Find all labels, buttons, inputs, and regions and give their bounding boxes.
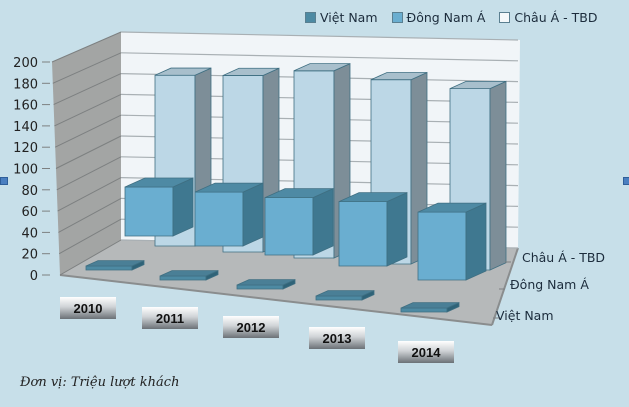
y-tick: 0 [30, 269, 38, 284]
legend-label: Đông Nam Á [406, 10, 486, 25]
x-label-2014: 2014 [398, 341, 454, 363]
resize-handle-right[interactable] [623, 177, 629, 185]
x-label-2012: 2012 [223, 316, 279, 338]
bar-viet-nam-2010 [85, 259, 145, 271]
legend-item-dong-nam-a: Đông Nam Á [391, 10, 486, 25]
bar-dong-nam-a-2012 [264, 187, 334, 256]
legend-swatch [305, 12, 316, 23]
legend-label: Châu Á - TBD [514, 10, 598, 25]
bar-viet-nam-2011 [159, 269, 219, 281]
y-tick: 120 [13, 141, 38, 156]
y-tick: 180 [13, 77, 38, 92]
x-label-2011: 2011 [142, 307, 198, 329]
bar-dong-nam-a-2014 [417, 202, 487, 281]
depth-label: Việt Nam [496, 308, 554, 323]
y-tick: 60 [21, 205, 38, 220]
bar-viet-nam-2013 [315, 289, 375, 301]
legend-swatch [391, 12, 403, 23]
y-tick: 100 [13, 163, 38, 178]
y-tick: 160 [13, 99, 38, 114]
y-tick: 140 [13, 120, 38, 135]
bar-viet-nam-2012 [236, 278, 296, 290]
y-tick: 20 [21, 248, 38, 263]
depth-label: Đông Nam Á [510, 277, 589, 292]
bar-viet-nam-2014 [400, 301, 460, 313]
y-tick: 80 [21, 184, 38, 199]
x-label-2010: 2010 [60, 297, 116, 319]
legend-item-chau-a-tbd: Châu Á - TBD [499, 10, 597, 25]
legend-item-vietnam: Việt Nam [305, 10, 378, 25]
bar-dong-nam-a-2010 [124, 177, 194, 237]
legend-label: Việt Nam [320, 10, 378, 25]
bar-dong-nam-a-2011 [194, 182, 264, 247]
legend-swatch [499, 12, 511, 23]
x-label-2013: 2013 [309, 327, 365, 349]
resize-handle-left[interactable] [0, 177, 8, 185]
y-tick: 200 [13, 56, 38, 71]
bar-dong-nam-a-2013 [338, 191, 408, 267]
depth-label: Châu Á - TBD [522, 250, 606, 265]
unit-label: Đơn vị: Triệu lượt khách [20, 375, 180, 390]
chart-legend: Việt Nam Đông Nam Á Châu Á - TBD [305, 10, 597, 25]
y-tick: 40 [21, 226, 38, 241]
